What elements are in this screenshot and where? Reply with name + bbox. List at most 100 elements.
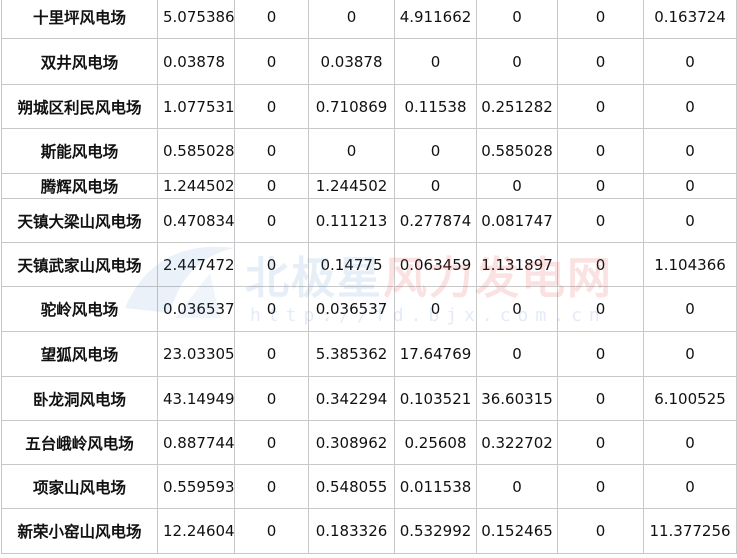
wind-farm-name: 朔城区利民风电场 — [1, 84, 158, 129]
value-cell: 0.163724 — [643, 0, 737, 39]
value-cell: 6.100525 — [643, 376, 737, 421]
value-cell: 0.308962 — [308, 420, 395, 465]
wind-farm-name: 驼岭风电场 — [1, 286, 158, 332]
table-row: 项家山风电场 0.559593 0 0.548055 0.011538 0 0 0 — [1, 464, 737, 509]
value-cell: 0 — [557, 331, 644, 377]
value-cell: 0 — [557, 0, 644, 39]
value-cell: 0.103521 — [394, 376, 477, 421]
value-cell: 0 — [234, 286, 309, 332]
value-cell: 0 — [643, 173, 737, 199]
value-cell: 0.342294 — [308, 376, 395, 421]
table-row: 十里坪风电场 5.075386 0 0 4.911662 0 0 0.163724 — [1, 0, 737, 39]
value-cell: 0 — [643, 84, 737, 129]
wind-farm-name: 五台峨岭风电场 — [1, 420, 158, 465]
value-cell: 0.036537 — [308, 286, 395, 332]
value-cell: 0 — [557, 173, 644, 199]
value-cell: 0.081747 — [476, 198, 558, 243]
value-cell: 1.244502 — [308, 173, 395, 199]
wind-farm-name: 望狐风电场 — [1, 331, 158, 377]
value-cell: 5.385362 — [308, 331, 395, 377]
value-cell: 4.911662 — [394, 0, 477, 39]
wind-farm-name: 天镇大梁山风电场 — [1, 198, 158, 243]
value-cell: 0 — [234, 198, 309, 243]
value-cell: 0.470834 — [157, 198, 235, 243]
value-cell: 17.64769 — [394, 331, 477, 377]
value-cell: 0.25608 — [394, 420, 477, 465]
table-row: 斯能风电场 0.585028 0 0 0 0.585028 0 0 — [1, 128, 737, 174]
value-cell: 11.377256 — [643, 508, 737, 554]
value-cell: 0 — [557, 508, 644, 554]
value-cell: 0.03878 — [157, 38, 235, 85]
value-cell: 0 — [394, 173, 477, 199]
value-cell: 0 — [234, 464, 309, 509]
table-row: 天镇大梁山风电场 0.470834 0 0.111213 0.277874 0.08174… — [1, 198, 737, 243]
value-cell: 0.036537 — [157, 286, 235, 332]
value-cell: 0 — [643, 331, 737, 377]
value-cell: 0.887744 — [157, 420, 235, 465]
value-cell: 0.585028 — [476, 128, 558, 174]
value-cell: 0.277874 — [394, 198, 477, 243]
value-cell: 0 — [394, 38, 477, 85]
value-cell: 0 — [234, 242, 309, 287]
value-cell: 0.152465 — [476, 508, 558, 554]
value-cell: 12.24604 — [157, 508, 235, 554]
wind-farm-name: 新荣小窑山风电场 — [1, 508, 158, 554]
value-cell: 43.14949 — [157, 376, 235, 421]
value-cell: 36.60315 — [476, 376, 558, 421]
wind-farm-name: 斯能风电场 — [1, 128, 158, 174]
value-cell: 0 — [234, 0, 309, 39]
value-cell: 0 — [476, 173, 558, 199]
value-cell: 1.244502 — [157, 173, 235, 199]
value-cell: 0 — [557, 464, 644, 509]
value-cell: 0 — [234, 376, 309, 421]
value-cell: 0 — [643, 198, 737, 243]
value-cell: 0 — [643, 38, 737, 85]
wind-farm-name: 腾辉风电场 — [1, 173, 158, 199]
value-cell: 0.251282 — [476, 84, 558, 129]
wind-farm-name: 双井风电场 — [1, 38, 158, 85]
value-cell: 0 — [557, 38, 644, 85]
value-cell: 0.111213 — [308, 198, 395, 243]
value-cell: 1.104366 — [643, 242, 737, 287]
value-cell: 0 — [476, 464, 558, 509]
value-cell: 2.447472 — [157, 242, 235, 287]
table-row: 双井风电场 0.03878 0 0.03878 0 0 0 0 — [1, 38, 737, 85]
table-row: 朔城区利民风电场 1.077531 0 0.710869 0.11538 0.251282… — [1, 84, 737, 129]
wind-farm-name: 十里坪风电场 — [1, 0, 158, 39]
value-cell: 0.14775 — [308, 242, 395, 287]
watermark-url: http://fd.bjx.com.cn — [250, 305, 607, 326]
value-cell: 0.532992 — [394, 508, 477, 554]
value-cell: 0 — [234, 420, 309, 465]
value-cell: 0 — [643, 286, 737, 332]
value-cell: 0 — [557, 376, 644, 421]
value-cell: 5.075386 — [157, 0, 235, 39]
value-cell: 0 — [643, 128, 737, 174]
value-cell: 0 — [476, 331, 558, 377]
value-cell: 1.131897 — [476, 242, 558, 287]
value-cell: 0 — [394, 286, 477, 332]
table-row: 望狐风电场 23.03305 0 5.385362 17.64769 0 0 0 — [1, 331, 737, 377]
value-cell: 0 — [234, 38, 309, 85]
value-cell: 0 — [557, 128, 644, 174]
value-cell: 0.011538 — [394, 464, 477, 509]
value-cell: 0 — [234, 331, 309, 377]
wind-farm-name: 卧龙洞风电场 — [1, 376, 158, 421]
value-cell: 23.03305 — [157, 331, 235, 377]
value-cell: 0.183326 — [308, 508, 395, 554]
value-cell: 0 — [557, 420, 644, 465]
wind-farm-name: 天镇武家山风电场 — [1, 242, 158, 287]
value-cell: 0 — [557, 84, 644, 129]
value-cell: 0 — [234, 84, 309, 129]
table-row: 天镇武家山风电场 2.447472 0 0.14775 0.063459 1.131897… — [1, 242, 737, 287]
value-cell: 0 — [476, 0, 558, 39]
table-row: 新荣小窑山风电场 12.24604 0 0.183326 0.532992 0.15246… — [1, 508, 737, 554]
value-cell: 0 — [234, 508, 309, 554]
value-cell: 0.322702 — [476, 420, 558, 465]
table-row: 驼岭风电场 0.036537 0 0.036537 0 0 0 0 — [1, 286, 737, 332]
value-cell: 1.077531 — [157, 84, 235, 129]
value-cell: 0 — [476, 38, 558, 85]
value-cell: 0 — [643, 464, 737, 509]
value-cell: 0 — [394, 128, 477, 174]
value-cell: 0.11538 — [394, 84, 477, 129]
